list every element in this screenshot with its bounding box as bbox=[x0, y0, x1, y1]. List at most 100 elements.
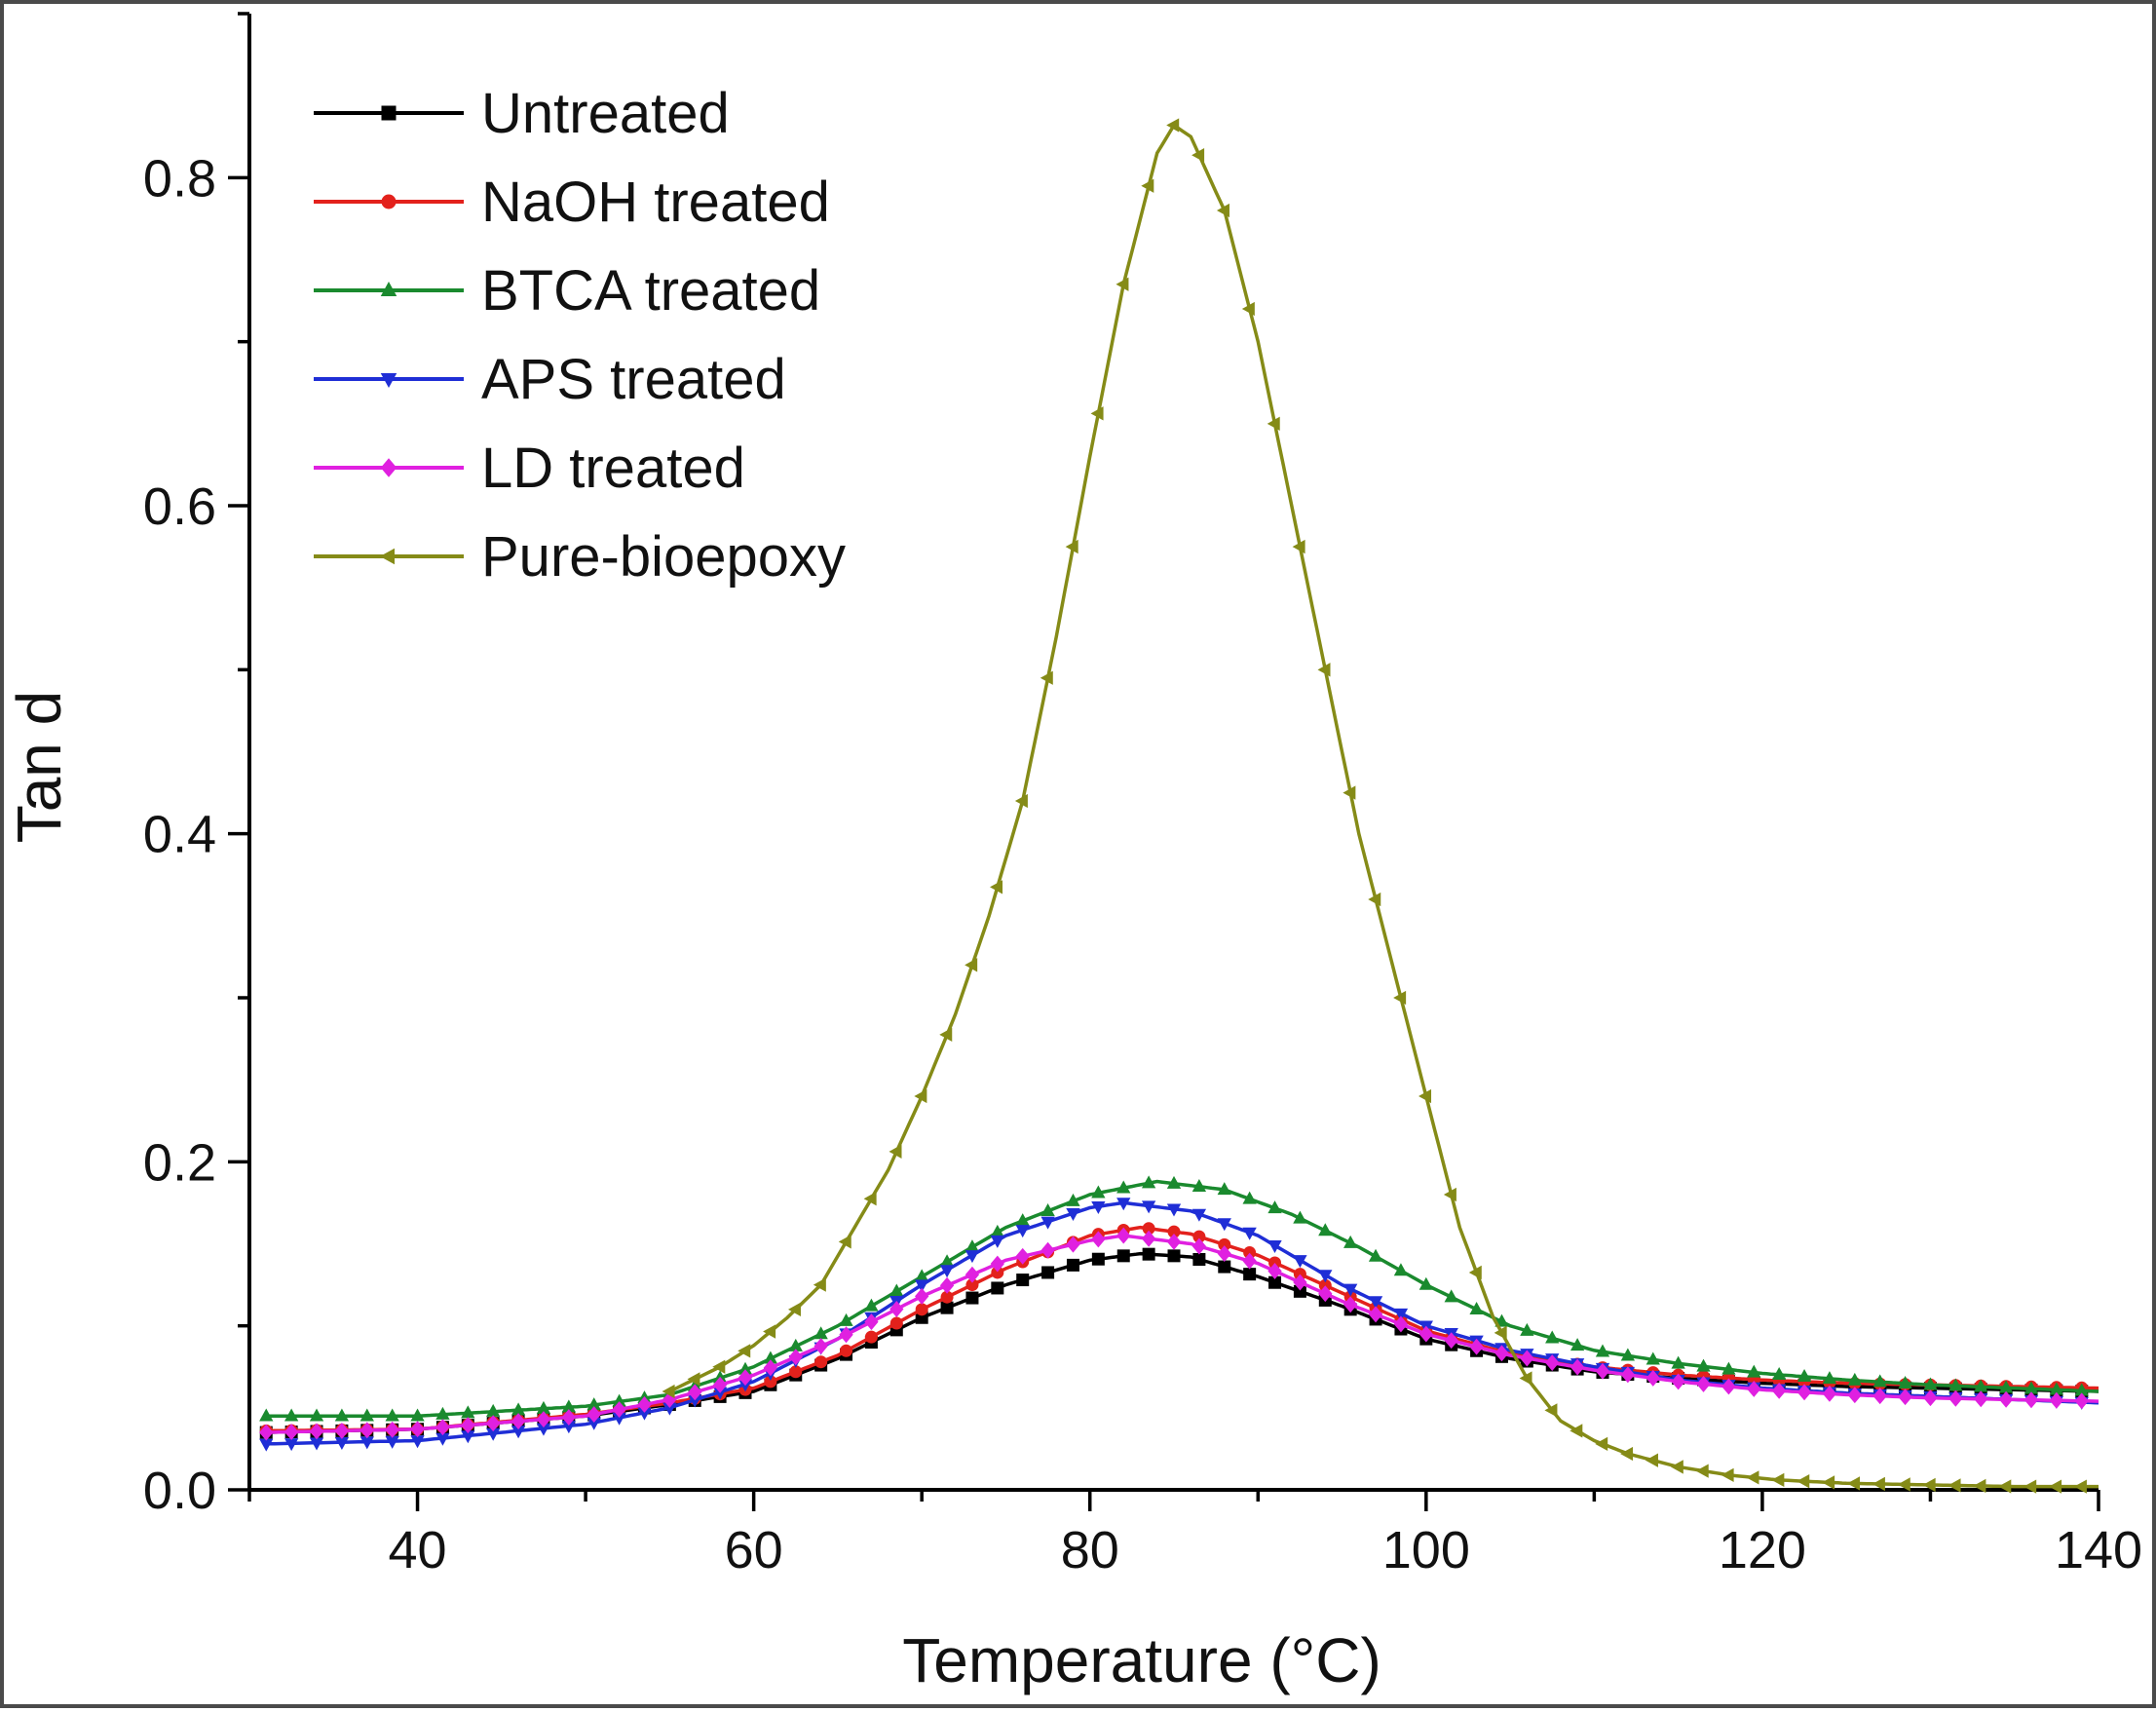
legend-item-aps-treated: APS treated bbox=[314, 348, 786, 411]
data-point-btca-treated bbox=[738, 1361, 753, 1375]
data-point-pure-bioepoxy bbox=[914, 1088, 927, 1104]
data-point-btca-treated bbox=[1822, 1371, 1837, 1385]
x-tick-label: 60 bbox=[725, 1521, 783, 1579]
data-point-untreated bbox=[940, 1301, 954, 1314]
data-point-ld-treated bbox=[284, 1424, 299, 1440]
data-point-pure-bioepoxy bbox=[1343, 785, 1356, 800]
data-point-btca-treated bbox=[536, 1400, 551, 1414]
y-tick-label: 0.8 bbox=[143, 149, 216, 208]
data-point-aps-treated bbox=[461, 1430, 475, 1444]
data-point-aps-treated bbox=[410, 1435, 425, 1449]
data-point-aps-treated bbox=[990, 1235, 1004, 1248]
series-layer bbox=[259, 118, 2099, 1494]
data-point-aps-treated bbox=[1242, 1227, 1257, 1240]
data-point-ld-treated bbox=[1191, 1237, 1207, 1255]
data-point-untreated bbox=[1192, 1252, 1206, 1266]
data-point-pure-bioepoxy bbox=[1443, 1187, 1456, 1202]
data-point-ld-treated bbox=[1747, 1381, 1761, 1397]
data-point-pure-bioepoxy bbox=[1544, 1403, 1558, 1418]
data-point-pure-bioepoxy bbox=[1116, 277, 1129, 291]
data-point-pure-bioepoxy bbox=[1822, 1475, 1835, 1490]
data-point-pure-bioepoxy bbox=[1468, 1265, 1482, 1280]
legend-label-pure-bioepoxy: Pure-bioepoxy bbox=[481, 525, 846, 589]
data-point-ld-treated bbox=[1040, 1241, 1055, 1259]
data-point-ld-treated bbox=[309, 1423, 324, 1440]
data-point-pure-bioepoxy bbox=[1141, 178, 1154, 193]
data-point-aps-treated bbox=[1116, 1198, 1131, 1211]
data-point-btca-treated bbox=[410, 1408, 425, 1422]
data-point-btca-treated bbox=[1696, 1358, 1711, 1372]
data-point-ld-treated bbox=[486, 1415, 501, 1432]
data-point-pure-bioepoxy bbox=[1897, 1477, 1910, 1492]
data-point-pure-bioepoxy bbox=[687, 1372, 700, 1387]
data-point-btca-treated bbox=[1595, 1344, 1610, 1357]
data-point-ld-treated bbox=[1822, 1385, 1837, 1402]
data-point-aps-treated bbox=[1141, 1200, 1156, 1214]
data-point-aps-treated bbox=[536, 1423, 551, 1436]
data-point-ld-treated bbox=[1293, 1274, 1307, 1291]
legend-marker-aps-treated bbox=[380, 373, 397, 388]
data-point-ld-treated bbox=[1545, 1354, 1560, 1371]
data-point-ld-treated bbox=[1645, 1369, 1660, 1387]
data-point-ld-treated bbox=[1696, 1375, 1711, 1392]
y-tick-label: 0.4 bbox=[143, 806, 216, 864]
data-point-aps-treated bbox=[688, 1394, 702, 1408]
data-point-ld-treated bbox=[1898, 1389, 1912, 1406]
data-point-btca-treated bbox=[1898, 1375, 1912, 1389]
data-point-ld-treated bbox=[1998, 1390, 2014, 1408]
x-axis-label: Temperature (°C) bbox=[902, 1625, 1381, 1695]
legend-item-pure-bioepoxy: Pure-bioepoxy bbox=[314, 525, 846, 589]
data-point-ld-treated bbox=[1418, 1325, 1433, 1343]
y-tick-label: 0.0 bbox=[143, 1462, 216, 1520]
data-point-aps-treated bbox=[334, 1436, 350, 1450]
data-point-btca-treated bbox=[486, 1403, 501, 1417]
data-point-aps-treated bbox=[1393, 1308, 1409, 1321]
data-point-ld-treated bbox=[788, 1349, 803, 1366]
legend-marker-naoh-treated bbox=[381, 194, 397, 209]
data-point-aps-treated bbox=[284, 1438, 299, 1452]
series-ld-treated bbox=[259, 1227, 2099, 1441]
data-point-btca-treated bbox=[1570, 1338, 1585, 1351]
data-point-btca-treated bbox=[1217, 1182, 1231, 1196]
data-point-ld-treated bbox=[1368, 1306, 1383, 1323]
data-point-aps-treated bbox=[939, 1265, 955, 1278]
data-point-btca-treated bbox=[1671, 1355, 1685, 1369]
data-point-pure-bioepoxy bbox=[1973, 1478, 1986, 1494]
data-point-pure-bioepoxy bbox=[1721, 1467, 1734, 1482]
data-point-pure-bioepoxy bbox=[1847, 1476, 1861, 1491]
data-point-naoh-treated bbox=[789, 1365, 803, 1379]
data-point-aps-treated bbox=[1343, 1283, 1358, 1297]
data-point-aps-treated bbox=[965, 1250, 980, 1264]
series-line-ld-treated bbox=[266, 1234, 2099, 1434]
data-point-ld-treated bbox=[1469, 1338, 1484, 1355]
y-tick-label: 0.6 bbox=[143, 477, 216, 536]
legend-marker-ld-treated bbox=[380, 458, 397, 477]
data-point-untreated bbox=[1116, 1249, 1130, 1263]
data-point-ld-treated bbox=[1772, 1382, 1787, 1399]
legend-label-btca-treated: BTCA treated bbox=[481, 259, 820, 323]
data-point-btca-treated bbox=[511, 1402, 526, 1416]
data-point-untreated bbox=[1293, 1284, 1306, 1298]
data-point-ld-treated bbox=[1671, 1373, 1685, 1390]
data-point-aps-treated bbox=[385, 1435, 399, 1449]
data-point-pure-bioepoxy bbox=[1797, 1474, 1810, 1489]
data-point-pure-bioepoxy bbox=[1166, 118, 1180, 133]
data-point-naoh-treated bbox=[864, 1330, 878, 1344]
data-point-btca-treated bbox=[1091, 1185, 1106, 1198]
data-point-ld-treated bbox=[1217, 1245, 1231, 1263]
data-point-pure-bioepoxy bbox=[662, 1384, 675, 1399]
data-point-pure-bioepoxy bbox=[1418, 1088, 1432, 1104]
data-point-ld-treated bbox=[511, 1413, 526, 1430]
data-point-pure-bioepoxy bbox=[738, 1344, 751, 1358]
data-point-pure-bioepoxy bbox=[763, 1324, 776, 1339]
data-point-pure-bioepoxy bbox=[1292, 539, 1305, 554]
data-point-pure-bioepoxy bbox=[1746, 1470, 1759, 1485]
data-point-naoh-treated bbox=[1167, 1225, 1181, 1238]
data-point-btca-treated bbox=[1267, 1200, 1282, 1214]
data-point-pure-bioepoxy bbox=[1267, 416, 1280, 431]
data-point-btca-treated bbox=[965, 1239, 980, 1253]
data-point-pure-bioepoxy bbox=[1368, 892, 1381, 907]
data-point-ld-treated bbox=[259, 1424, 274, 1441]
data-point-untreated bbox=[1142, 1247, 1155, 1261]
data-point-btca-treated bbox=[1747, 1364, 1761, 1378]
